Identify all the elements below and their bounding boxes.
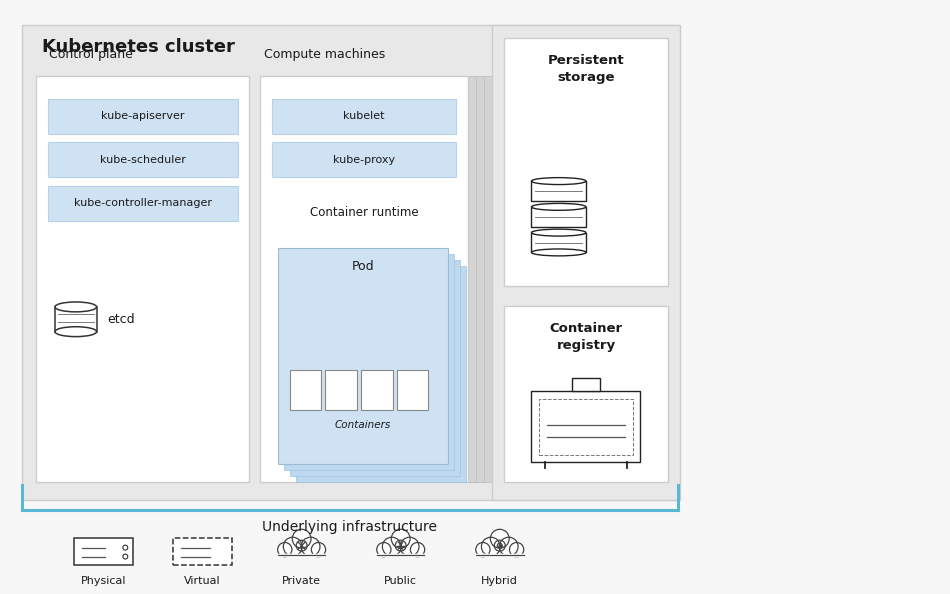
Circle shape	[312, 542, 326, 557]
Text: kubelet: kubelet	[343, 111, 385, 121]
Text: Container
registry: Container registry	[549, 322, 622, 352]
Text: etcd: etcd	[107, 313, 135, 326]
Bar	[272, 143, 456, 177]
Bar	[504, 306, 668, 482]
Bar	[74, 538, 133, 565]
Text: Underlying infrastructure: Underlying infrastructure	[261, 520, 437, 534]
Bar	[531, 391, 640, 463]
Bar	[48, 186, 238, 221]
Bar	[295, 266, 466, 482]
Bar	[361, 370, 392, 410]
Ellipse shape	[55, 302, 97, 312]
Circle shape	[500, 537, 518, 556]
Circle shape	[490, 529, 509, 548]
Text: kube-proxy: kube-proxy	[333, 155, 395, 165]
Ellipse shape	[531, 249, 586, 256]
Circle shape	[391, 529, 410, 548]
Circle shape	[410, 542, 425, 557]
Bar	[284, 254, 454, 470]
Text: kube-apiserver: kube-apiserver	[102, 111, 185, 121]
Bar	[22, 24, 678, 500]
Ellipse shape	[531, 178, 586, 185]
Text: Container runtime: Container runtime	[310, 206, 418, 219]
Text: Hybrid: Hybrid	[482, 576, 518, 586]
Text: Compute machines: Compute machines	[264, 48, 386, 61]
Bar	[36, 76, 249, 482]
Circle shape	[476, 542, 490, 557]
Text: kube-scheduler: kube-scheduler	[100, 155, 186, 165]
Bar	[272, 99, 456, 134]
Circle shape	[400, 537, 419, 556]
Text: Public: Public	[384, 576, 417, 586]
Text: kube-controller-manager: kube-controller-manager	[74, 198, 212, 208]
Text: Pod: Pod	[352, 260, 374, 273]
Text: Control plane: Control plane	[49, 48, 133, 61]
Bar	[284, 76, 492, 482]
Bar	[531, 181, 586, 201]
Ellipse shape	[55, 327, 97, 337]
Circle shape	[293, 529, 311, 548]
Bar	[540, 399, 633, 454]
Bar	[48, 99, 238, 134]
Text: Virtual: Virtual	[184, 576, 221, 586]
Bar	[397, 370, 428, 410]
Bar	[55, 307, 97, 331]
Text: Containers: Containers	[335, 420, 391, 430]
Bar	[173, 538, 233, 565]
Bar	[290, 370, 321, 410]
Bar	[277, 248, 448, 465]
Bar	[268, 76, 476, 482]
Ellipse shape	[531, 229, 586, 236]
Circle shape	[277, 542, 292, 557]
Text: Persistent
storage: Persistent storage	[547, 54, 624, 84]
Ellipse shape	[531, 203, 586, 210]
Circle shape	[123, 554, 128, 559]
Bar	[531, 207, 586, 227]
Bar	[531, 233, 586, 252]
Bar	[260, 76, 468, 482]
Text: Kubernetes cluster: Kubernetes cluster	[42, 39, 235, 56]
Bar	[48, 143, 238, 177]
Circle shape	[382, 537, 401, 556]
Text: Physical: Physical	[81, 576, 126, 586]
Circle shape	[377, 542, 391, 557]
Bar	[492, 24, 680, 500]
Bar	[290, 260, 460, 476]
Bar	[504, 39, 668, 286]
Text: Private: Private	[282, 576, 321, 586]
Circle shape	[482, 537, 501, 556]
Circle shape	[509, 542, 523, 557]
Bar	[572, 378, 599, 391]
Circle shape	[123, 545, 128, 550]
Bar	[326, 370, 357, 410]
Circle shape	[301, 537, 320, 556]
Circle shape	[283, 537, 302, 556]
Bar	[276, 76, 484, 482]
